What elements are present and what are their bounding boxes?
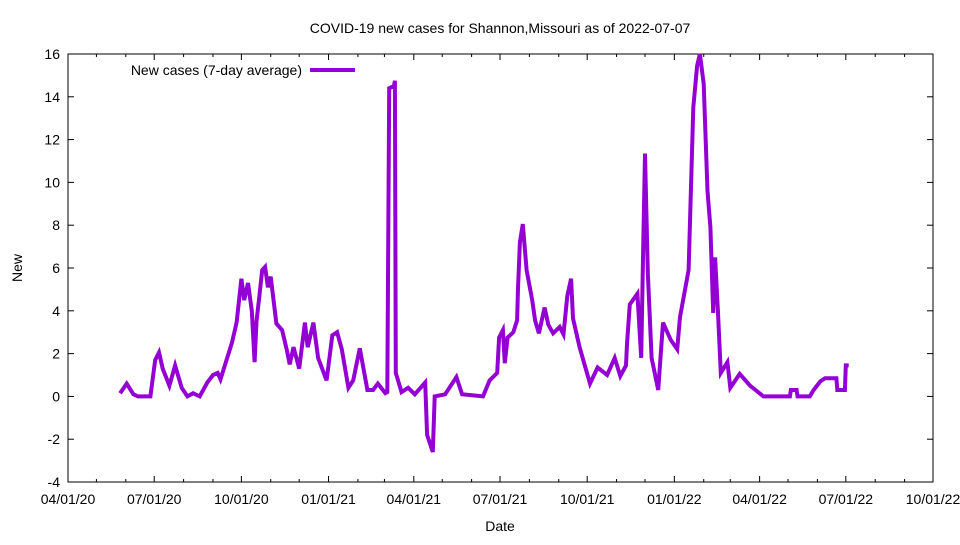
y-axis-label: New [9, 253, 25, 282]
series-line [120, 54, 849, 452]
plot-frame [68, 54, 933, 482]
x-tick-label: 01/01/22 [647, 491, 702, 507]
legend: New cases (7-day average) [131, 62, 355, 78]
x-tick-label: 04/01/22 [732, 491, 787, 507]
axes: -4 -2 0 2 4 6 8 10 12 14 16 04/01/20 07/01/20 10/01/2… [41, 46, 960, 507]
x-tick-label: 10/01/20 [214, 491, 269, 507]
x-tick-label: 10/01/22 [906, 491, 960, 507]
y-tick-label: 10 [44, 174, 60, 190]
y-tick-label: 6 [52, 260, 60, 276]
y-tick-label: 16 [44, 46, 60, 62]
series-layer [120, 54, 849, 452]
y-tick-label: 2 [52, 346, 60, 362]
x-tick-label: 07/01/22 [819, 491, 874, 507]
x-tick-label: 04/01/21 [387, 491, 442, 507]
y-tick-label: -2 [48, 431, 61, 447]
y-tick-label: 8 [52, 217, 60, 233]
x-tick-label: 07/01/21 [473, 491, 528, 507]
chart-title: COVID-19 new cases for Shannon,Missouri … [310, 20, 691, 36]
y-tick-label: 4 [52, 303, 60, 319]
x-axis-label: Date [485, 518, 515, 534]
y-tick-label: 14 [44, 89, 60, 105]
x-tick-label: 07/01/20 [127, 491, 182, 507]
y-tick-label: 0 [52, 388, 60, 404]
y-tick-label: -4 [48, 474, 61, 490]
legend-label: New cases (7-day average) [131, 62, 302, 78]
x-tick-label: 01/01/21 [301, 491, 356, 507]
x-tick-label: 04/01/20 [41, 491, 96, 507]
x-tick-label: 10/01/21 [560, 491, 615, 507]
y-tick-label: 12 [44, 132, 60, 148]
